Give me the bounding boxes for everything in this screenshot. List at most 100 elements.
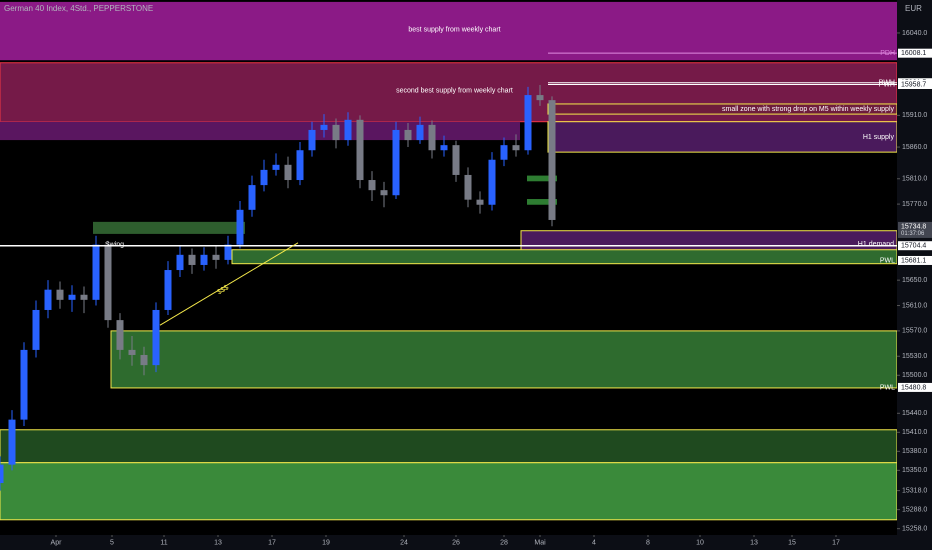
zone-label: H1 supply xyxy=(863,134,895,141)
price-tag xyxy=(898,241,932,251)
y-tick-label: 15350.0 xyxy=(902,467,927,474)
x-tick-label: 4 xyxy=(592,539,596,546)
price-tag-label: 16008.1 xyxy=(901,50,926,57)
candle-body xyxy=(164,270,172,310)
candle-body xyxy=(284,164,292,181)
y-tick-label: 15570.0 xyxy=(902,328,927,335)
candle-body xyxy=(452,145,460,175)
x-tick-label: 5 xyxy=(110,539,114,546)
candle-body xyxy=(524,95,532,151)
zone xyxy=(527,199,557,205)
zone-label: best supply from weekly chart xyxy=(408,27,500,34)
candles xyxy=(0,84,556,491)
x-tick-label: 11 xyxy=(160,539,167,546)
y-tick-label: 15500.0 xyxy=(902,372,927,379)
candle-body xyxy=(224,244,232,260)
candle-body xyxy=(8,419,16,465)
candle-body xyxy=(536,95,544,101)
candle-body xyxy=(248,185,256,210)
chart-title: German 40 Index, 4Std., PEPPERSTONE xyxy=(4,4,153,13)
candle-body xyxy=(368,180,376,191)
zone xyxy=(231,249,898,265)
candle-body xyxy=(356,119,364,181)
y-tick-label: 15770.0 xyxy=(902,201,927,208)
candle-body xyxy=(44,289,52,310)
y-tick-label: 16040.0 xyxy=(902,30,927,37)
candle-body xyxy=(80,294,88,300)
y-tick-label: 15258.0 xyxy=(902,526,927,533)
zone xyxy=(0,1,897,61)
price-tag-label: 15734.8 xyxy=(901,223,926,230)
candle-body xyxy=(500,145,508,160)
price-name: PWH xyxy=(879,80,895,87)
zone xyxy=(547,121,898,153)
x-tick-label: 15 xyxy=(788,539,796,546)
price-tag-label: 15704.4 xyxy=(901,243,926,250)
x-tick-label: Mai xyxy=(534,539,546,546)
trendline xyxy=(159,242,299,326)
x-tick-label: 10 xyxy=(696,539,704,546)
x-tick-label: Apr xyxy=(51,539,63,546)
candle-body xyxy=(392,129,400,196)
y-tick-label: 15650.0 xyxy=(902,277,927,284)
candle-body xyxy=(548,100,556,220)
x-tick-label: 24 xyxy=(400,539,408,546)
candle-body xyxy=(0,464,4,484)
x-tick-label: 28 xyxy=(500,539,508,546)
zone xyxy=(0,121,520,141)
candle-body xyxy=(200,254,208,265)
candle-body xyxy=(320,124,328,130)
zone xyxy=(527,175,557,182)
x-tick-label: 26 xyxy=(452,539,460,546)
candle-body xyxy=(308,129,316,151)
price-tag xyxy=(898,255,932,265)
zone-label: second best supply from weekly chart xyxy=(396,88,513,95)
candle-body xyxy=(20,349,28,420)
candle-body xyxy=(152,309,160,366)
price-tag xyxy=(898,221,932,238)
y-tick-label: 15810.0 xyxy=(902,176,927,183)
candle-body xyxy=(116,320,124,350)
y-tick-label: 15288.0 xyxy=(902,506,927,513)
x-tick-label: 13 xyxy=(214,539,222,546)
currency: EUR xyxy=(905,4,922,13)
y-tick-label: 15318.0 xyxy=(902,487,927,494)
candle-body xyxy=(440,145,448,151)
x-tick-label: 8 xyxy=(646,539,650,546)
candle-body xyxy=(260,169,268,186)
candle-body xyxy=(344,119,352,141)
price-axis-bg xyxy=(897,0,932,550)
zones: best supply from weekly chart second best… xyxy=(0,1,898,521)
price-tag xyxy=(898,382,932,392)
candle-body xyxy=(272,164,280,170)
candle-body xyxy=(92,244,100,300)
y-tick-label: 15610.0 xyxy=(902,302,927,309)
candle-body xyxy=(488,159,496,205)
time-axis-bg xyxy=(0,535,932,550)
y-tick-label: 15530.0 xyxy=(902,353,927,360)
candle-body xyxy=(428,124,436,151)
candle-body xyxy=(176,254,184,271)
price-tag-label: 15681.1 xyxy=(901,257,926,264)
zone xyxy=(110,330,898,389)
candle-body xyxy=(380,190,388,196)
candle-body xyxy=(332,124,340,141)
zone-label: small zone with strong drop on M5 within… xyxy=(722,106,894,113)
candle-body xyxy=(296,150,304,181)
candle-body xyxy=(140,354,148,366)
candle-body xyxy=(188,254,196,265)
candle-body xyxy=(404,129,412,141)
price-tag-label: 15480.8 xyxy=(901,384,926,391)
x-tick-label: 17 xyxy=(268,539,276,546)
y-tick-label: 15380.0 xyxy=(902,448,927,455)
candle-body xyxy=(512,145,520,151)
candle-body xyxy=(464,174,472,200)
price-name: PDH xyxy=(880,50,895,57)
candle-body xyxy=(56,289,64,300)
candle-body xyxy=(236,209,244,245)
y-tick-label: 15440.0 xyxy=(902,410,927,417)
countdown: 01:37:06 xyxy=(901,231,925,237)
axes: 16040.0 15910.0 15860.0 15810.0 15770.0 15650… xyxy=(51,30,932,546)
